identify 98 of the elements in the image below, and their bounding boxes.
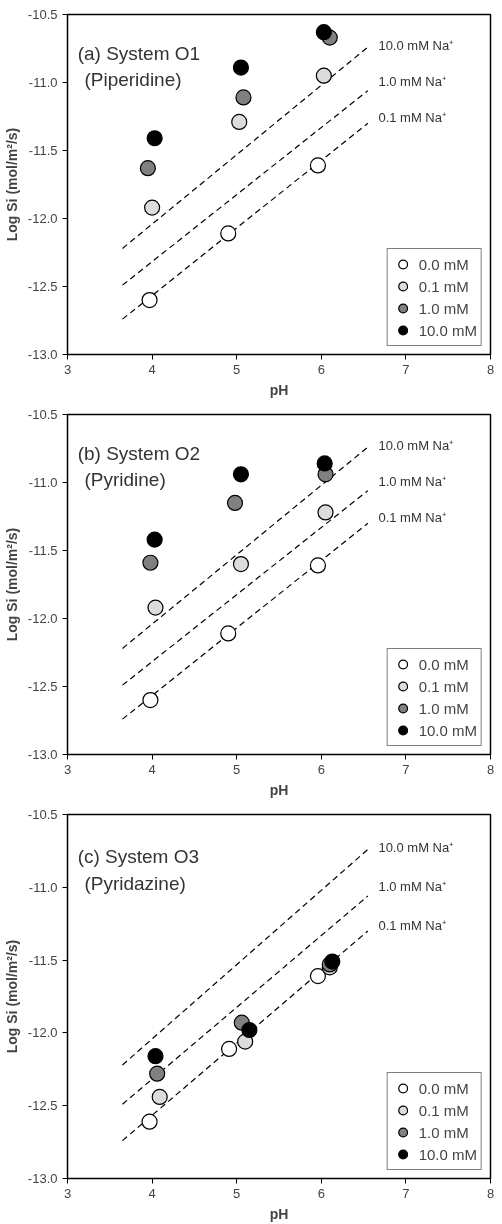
point bbox=[232, 466, 250, 483]
text: (Pyridazine) bbox=[84, 873, 186, 895]
annotation: 0.1 mM Na⁺ bbox=[378, 917, 446, 933]
x-tick-label: 4 bbox=[148, 361, 156, 377]
y-tick-label: -10.5 bbox=[27, 7, 58, 22]
point bbox=[147, 1048, 164, 1065]
x-tick-label: 3 bbox=[63, 761, 72, 777]
x-tick-label: 3 bbox=[63, 1185, 72, 1201]
x-tick-label: 5 bbox=[233, 761, 241, 777]
x-tick-label: 8 bbox=[486, 761, 495, 777]
point bbox=[231, 113, 248, 131]
x-tick-label: 4 bbox=[148, 761, 156, 777]
y-tick-label: -12.5 bbox=[27, 279, 58, 294]
point bbox=[139, 160, 156, 177]
point bbox=[146, 130, 163, 147]
point bbox=[235, 89, 252, 106]
y-tick-label: -11.5 bbox=[28, 543, 58, 558]
y-tick-label: -10.5 bbox=[27, 807, 58, 822]
point bbox=[147, 599, 164, 616]
y-tick-label: -11.5 bbox=[28, 143, 58, 158]
point bbox=[220, 225, 237, 242]
point bbox=[151, 1088, 168, 1106]
point bbox=[232, 59, 250, 76]
point bbox=[309, 557, 327, 574]
y-tick-label: -13.0 bbox=[27, 1171, 58, 1186]
text: (Piperidine) bbox=[84, 68, 182, 90]
text: (c) System O3 bbox=[77, 845, 200, 867]
y-tick-label: -11.0 bbox=[28, 475, 58, 490]
annotation: 0.1 mM Na⁺ bbox=[378, 510, 446, 526]
annotation: 1.0 mM Na⁺ bbox=[378, 473, 446, 489]
x-axis-title: pH bbox=[269, 381, 289, 398]
x-tick-label: 7 bbox=[402, 1185, 410, 1201]
annotation: 10.0 mM Na⁺ bbox=[378, 437, 454, 453]
point bbox=[146, 531, 163, 548]
x-tick-label: 5 bbox=[233, 361, 241, 377]
annotation: 10.0 mM Na⁺ bbox=[378, 839, 454, 855]
x-axis-title: pH bbox=[269, 1205, 289, 1222]
x-tick-label: 7 bbox=[402, 761, 410, 777]
y-tick-label: -11.0 bbox=[28, 879, 58, 895]
point bbox=[141, 1113, 158, 1130]
y-tick-label: -11.5 bbox=[28, 952, 58, 968]
point bbox=[220, 1040, 238, 1057]
text: (Pyridine) bbox=[84, 468, 166, 490]
legend-label: 10.0 mM bbox=[418, 1145, 477, 1163]
legend-label: 0.1 mM bbox=[418, 277, 469, 295]
legend-label: 0.0 mM bbox=[418, 255, 469, 273]
legend-label: 0.1 mM bbox=[418, 1101, 469, 1119]
legend-label: 1.0 mM bbox=[418, 1123, 469, 1141]
legend-label: 1.0 mM bbox=[418, 299, 469, 317]
y-tick-label: -13.0 bbox=[27, 747, 58, 762]
point bbox=[149, 1065, 166, 1082]
text: (b) System O2 bbox=[77, 443, 201, 465]
legend-label: 0.0 mM bbox=[418, 1079, 469, 1097]
annotation: 10.0 mM Na⁺ bbox=[378, 37, 454, 53]
point bbox=[315, 24, 332, 41]
x-tick-label: 3 bbox=[63, 361, 72, 377]
legend-label: 10.0 mM bbox=[418, 321, 477, 339]
x-tick-label: 5 bbox=[233, 1185, 241, 1201]
y-tick-label: -12.5 bbox=[27, 1098, 58, 1114]
y-tick-label: -11.0 bbox=[28, 75, 58, 90]
legend-label: 10.0 mM bbox=[418, 721, 477, 739]
y-axis-title: Log Si (mol/m²/s) bbox=[3, 939, 20, 1054]
legend-label: 1.0 mM bbox=[418, 699, 469, 717]
x-tick-label: 4 bbox=[148, 1185, 156, 1201]
x-tick-label: 7 bbox=[402, 361, 410, 377]
x-tick-label: 6 bbox=[317, 1185, 325, 1201]
point bbox=[220, 625, 237, 642]
point bbox=[142, 692, 159, 709]
x-tick-label: 8 bbox=[486, 1185, 495, 1201]
y-tick-label: -13.0 bbox=[27, 347, 58, 362]
x-tick-label: 8 bbox=[486, 361, 495, 377]
annotation: 0.1 mM Na⁺ bbox=[378, 110, 446, 126]
text: (a) System O1 bbox=[77, 43, 201, 65]
point bbox=[226, 494, 244, 511]
point bbox=[309, 157, 327, 174]
y-tick-label: -12.5 bbox=[27, 679, 58, 694]
y-tick-label: -12.0 bbox=[27, 611, 58, 626]
point bbox=[141, 292, 158, 309]
y-tick-label: -10.5 bbox=[27, 407, 58, 422]
annotation: 1.0 mM Na⁺ bbox=[378, 73, 446, 89]
point bbox=[241, 1021, 258, 1039]
point bbox=[142, 554, 159, 571]
y-tick-label: -12.0 bbox=[27, 211, 58, 226]
point bbox=[232, 556, 250, 573]
legend-label: 0.0 mM bbox=[418, 655, 469, 673]
point bbox=[309, 968, 327, 985]
y-axis-title: Log Si (mol/m²/s) bbox=[3, 127, 20, 242]
x-tick-label: 6 bbox=[317, 761, 325, 777]
point bbox=[144, 199, 161, 216]
y-tick-label: -12.0 bbox=[27, 1025, 58, 1041]
y-axis-title: Log Si (mol/m²/s) bbox=[3, 527, 20, 642]
x-axis-title: pH bbox=[269, 781, 289, 798]
point bbox=[317, 504, 334, 521]
legend-label: 0.1 mM bbox=[418, 677, 469, 695]
point bbox=[315, 67, 332, 84]
annotation: 1.0 mM Na⁺ bbox=[378, 878, 446, 894]
point bbox=[316, 455, 333, 472]
x-tick-label: 6 bbox=[317, 361, 325, 377]
